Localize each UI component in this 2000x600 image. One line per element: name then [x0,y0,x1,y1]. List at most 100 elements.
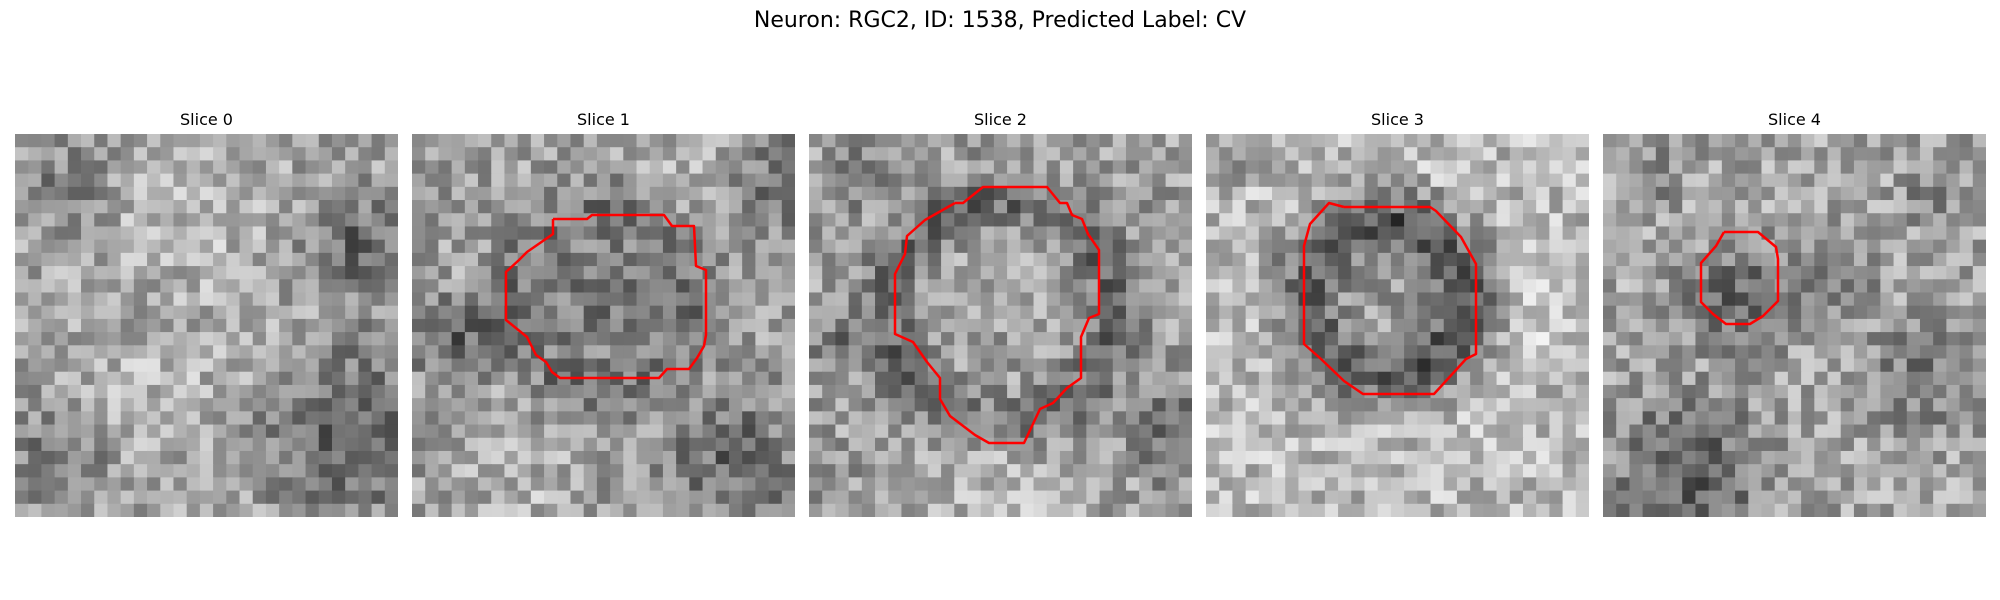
image-pixel [147,464,161,478]
image-pixel [915,411,929,425]
image-pixel [1325,292,1339,306]
image-pixel [597,398,611,412]
image-pixel [716,306,730,320]
image-pixel [1775,200,1789,214]
image-pixel [1206,240,1220,254]
image-pixel [1841,385,1855,399]
image-pixel [94,306,108,320]
image-pixel [676,240,690,254]
image-pixel [1748,345,1762,359]
image-pixel [1325,306,1339,320]
image-pixel [967,345,981,359]
image-pixel [1219,266,1233,280]
image-pixel [412,438,426,452]
image-pixel [623,332,637,346]
image-pixel [1920,332,1934,346]
image-pixel [478,279,492,293]
image-pixel [1907,425,1921,439]
image-pixel [1179,332,1192,346]
image-pixel [901,359,915,373]
image-pixel [716,187,730,201]
image-pixel [319,174,333,188]
image-pixel [68,147,82,161]
image-pixel [94,345,108,359]
image-pixel [1417,451,1431,465]
image-pixel [1709,464,1723,478]
image-pixel [1259,425,1273,439]
image-pixel [1232,385,1246,399]
image-pixel [306,438,320,452]
image-pixel [689,332,703,346]
image-pixel [1828,134,1842,148]
image-pixel [1152,477,1166,491]
image-pixel [1246,411,1260,425]
image-pixel [849,279,863,293]
image-pixel [253,200,267,214]
image-pixel [782,491,795,505]
image-pixel [637,332,651,346]
image-pixel [1867,477,1881,491]
image-pixel [345,491,359,505]
image-pixel [1404,160,1418,174]
image-pixel [1656,398,1670,412]
image-pixel [1391,187,1405,201]
image-pixel [531,411,545,425]
image-pixel [703,385,717,399]
image-pixel [226,464,240,478]
image-pixel [584,187,598,201]
image-pixel [1457,266,1471,280]
image-pixel [1576,504,1589,517]
image-pixel [1378,134,1392,148]
image-pixel [928,292,942,306]
image-pixel [1814,134,1828,148]
image-pixel [1907,464,1921,478]
image-pixel [623,174,637,188]
image-pixel [1748,438,1762,452]
image-pixel [1854,385,1868,399]
image-pixel [1483,385,1497,399]
image-pixel [1735,411,1749,425]
image-pixel [68,319,82,333]
image-pixel [68,398,82,412]
image-pixel [1616,438,1630,452]
image-pixel [941,213,955,227]
image-pixel [1364,425,1378,439]
image-pixel [729,187,743,201]
image-pixel [412,160,426,174]
image-pixel [1047,504,1061,517]
image-pixel [81,332,95,346]
image-pixel [266,345,280,359]
image-pixel [1946,240,1960,254]
image-pixel [465,174,479,188]
image-pixel [1246,491,1260,505]
image-pixel [200,266,214,280]
image-pixel [1669,279,1683,293]
image-pixel [266,279,280,293]
image-pixel [1457,319,1471,333]
image-pixel [703,174,717,188]
image-pixel [1643,385,1657,399]
image-pixel [1139,425,1153,439]
image-pixel [755,306,769,320]
image-pixel [1576,425,1589,439]
image-pixel [1312,385,1326,399]
image-pixel [1285,147,1299,161]
image-pixel [915,147,929,161]
image-pixel [1417,319,1431,333]
image-pixel [570,451,584,465]
image-pixel [518,279,532,293]
image-pixel [1682,332,1696,346]
image-pixel [1312,477,1326,491]
image-pixel [689,411,703,425]
image-pixel [1497,425,1511,439]
image-pixel [663,147,677,161]
image-pixel [570,253,584,267]
image-pixel [41,213,55,227]
image-pixel [755,332,769,346]
image-pixel [862,134,876,148]
image-pixel [623,226,637,240]
image-pixel [478,266,492,280]
image-pixel [332,279,346,293]
image-pixel [226,253,240,267]
image-pixel [1126,372,1140,386]
